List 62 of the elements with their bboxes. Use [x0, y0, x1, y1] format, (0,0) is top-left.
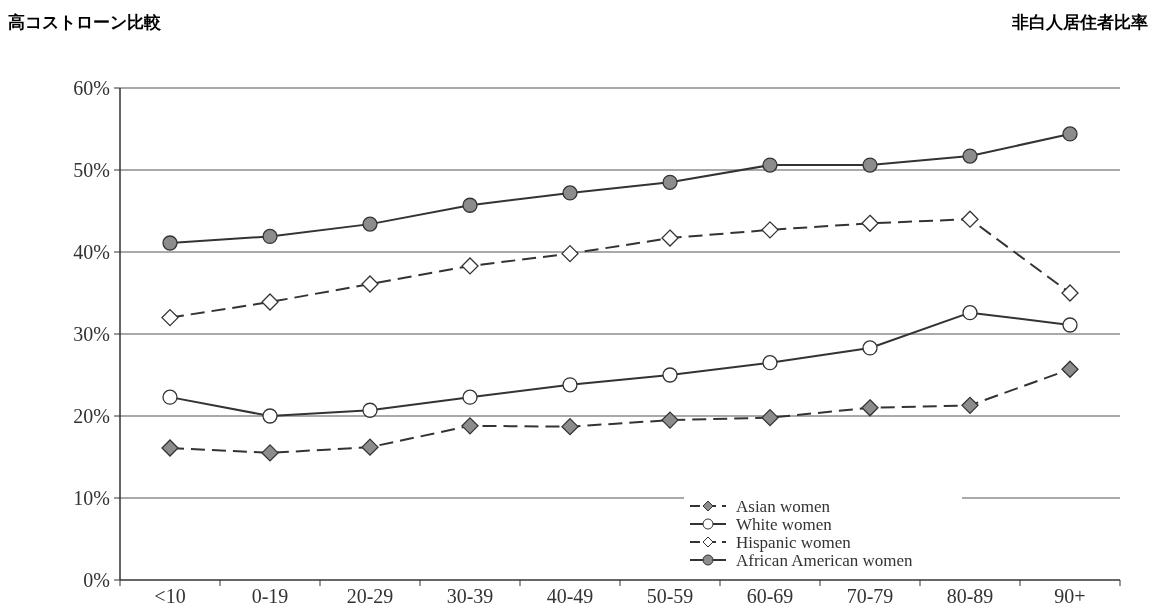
point	[1061, 360, 1079, 378]
point	[1062, 126, 1078, 142]
point	[362, 216, 378, 232]
legend-label: Hispanic women	[736, 532, 852, 552]
point	[1061, 284, 1079, 302]
point	[862, 157, 878, 173]
point	[961, 210, 979, 228]
point	[962, 148, 978, 164]
point	[361, 275, 379, 293]
x-tick-label: 30-39	[446, 585, 494, 607]
point	[162, 389, 178, 405]
chart-subtitle: 非白人居住者比率	[1011, 12, 1148, 32]
point	[162, 235, 178, 251]
point	[961, 396, 979, 414]
point	[862, 340, 878, 356]
point	[562, 185, 578, 201]
point	[861, 399, 879, 417]
x-tick-label: 40-49	[546, 585, 594, 607]
point	[661, 229, 679, 247]
y-tick-label: 40%	[73, 241, 110, 263]
y-tick-label: 20%	[73, 405, 110, 427]
y-tick-label: 0%	[83, 569, 110, 591]
point	[262, 228, 278, 245]
point	[462, 197, 478, 213]
x-tick-label: 20-29	[346, 585, 394, 607]
point	[561, 418, 579, 436]
point	[261, 444, 279, 462]
x-tick-label: 80-89	[946, 585, 994, 607]
x-tick-label: 60-69	[746, 585, 794, 607]
point	[1062, 317, 1078, 333]
point	[362, 402, 378, 418]
point	[361, 438, 379, 456]
point	[461, 417, 479, 435]
y-tick-label: 60%	[73, 77, 110, 99]
point	[762, 157, 778, 173]
legend-label: White women	[736, 514, 833, 534]
legend-label: Asian women	[736, 496, 831, 516]
point	[461, 257, 479, 275]
x-tick-label: 50-59	[646, 585, 694, 607]
point	[662, 174, 678, 190]
point	[761, 408, 779, 427]
point	[462, 389, 478, 405]
point	[161, 439, 179, 457]
point	[561, 244, 579, 263]
point	[562, 377, 578, 393]
y-tick-label: 10%	[73, 487, 110, 509]
y-tick-label: 30%	[73, 323, 110, 345]
x-tick-label: 70-79	[846, 585, 894, 607]
point	[761, 221, 779, 239]
point	[261, 293, 279, 311]
y-tick-label: 50%	[73, 159, 110, 181]
x-tick-label: <10	[154, 585, 186, 607]
chart-title: 高コストローン比較	[8, 12, 162, 32]
point	[161, 308, 179, 327]
x-tick-label: 0-19	[251, 585, 289, 607]
point	[861, 214, 879, 232]
x-tick-label: 90+	[1054, 585, 1086, 607]
point	[762, 355, 778, 371]
point	[661, 411, 679, 429]
point	[262, 408, 278, 424]
point	[662, 367, 678, 383]
point	[962, 305, 978, 321]
